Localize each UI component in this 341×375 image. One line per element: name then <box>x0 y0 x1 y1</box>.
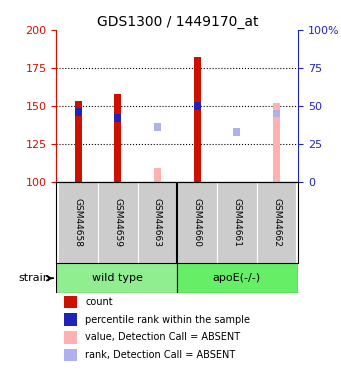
Bar <box>194 57 201 182</box>
Bar <box>58 182 98 263</box>
Bar <box>75 108 81 116</box>
Text: value, Detection Call = ABSENT: value, Detection Call = ABSENT <box>85 332 240 342</box>
Bar <box>154 123 161 131</box>
Text: rank, Detection Call = ABSENT: rank, Detection Call = ABSENT <box>85 350 236 360</box>
Text: apoE(-/-): apoE(-/-) <box>213 273 261 283</box>
Title: GDS1300 / 1449170_at: GDS1300 / 1449170_at <box>97 15 258 29</box>
Text: GSM44662: GSM44662 <box>272 198 281 247</box>
Bar <box>154 168 161 182</box>
Bar <box>56 263 177 293</box>
Bar <box>273 110 280 117</box>
Bar <box>217 182 257 263</box>
Text: count: count <box>85 297 113 307</box>
Text: percentile rank within the sample: percentile rank within the sample <box>85 315 250 325</box>
Text: wild type: wild type <box>92 273 143 283</box>
Text: strain: strain <box>18 273 50 283</box>
Bar <box>138 182 177 263</box>
Bar <box>63 313 77 326</box>
Bar <box>177 182 217 263</box>
Bar <box>75 101 81 182</box>
Bar <box>273 103 280 182</box>
Bar <box>98 182 138 263</box>
Bar <box>194 102 201 110</box>
Bar <box>114 114 121 122</box>
Text: GSM44658: GSM44658 <box>74 198 83 247</box>
Bar <box>257 182 296 263</box>
Bar <box>63 331 77 344</box>
Bar <box>177 263 298 293</box>
Bar <box>63 296 77 308</box>
Text: GSM44661: GSM44661 <box>232 198 241 247</box>
Bar <box>63 349 77 361</box>
Text: GSM44660: GSM44660 <box>193 198 202 247</box>
Bar <box>233 128 240 136</box>
Bar <box>114 94 121 182</box>
Text: GSM44663: GSM44663 <box>153 198 162 247</box>
Text: GSM44659: GSM44659 <box>113 198 122 247</box>
